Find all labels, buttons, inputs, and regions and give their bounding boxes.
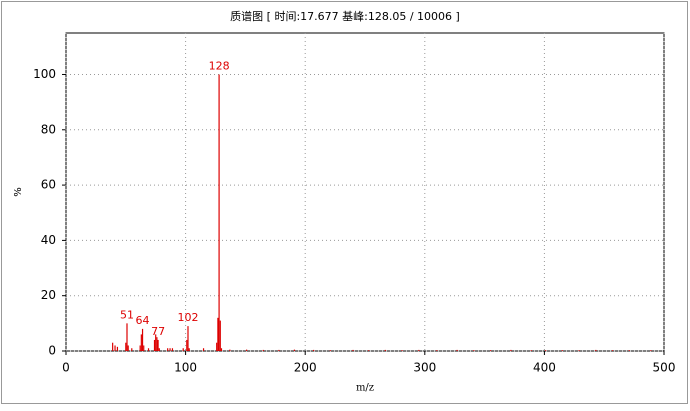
y-tick-label: 0 — [48, 344, 56, 358]
y-tick-label: 40 — [41, 233, 56, 247]
x-tick-label: 200 — [294, 361, 317, 375]
peak-label: 64 — [136, 314, 150, 327]
frame — [1, 1, 688, 404]
peak-label: 77 — [151, 325, 165, 338]
peak-label: 128 — [209, 59, 230, 72]
y-tick-label: 80 — [41, 122, 56, 136]
plot-area — [65, 32, 665, 352]
y-axis-label: % — [13, 187, 24, 197]
y-tick-label: 20 — [41, 288, 56, 302]
x-tick-label: 0 — [62, 361, 70, 375]
x-axis-label: m/z — [356, 383, 374, 394]
y-tick-label: 100 — [33, 67, 56, 81]
y-tick-label: 60 — [41, 178, 56, 192]
x-tick-label: 100 — [174, 361, 197, 375]
peak-label: 51 — [120, 308, 134, 321]
x-tick-label: 400 — [533, 361, 556, 375]
x-tick-label: 300 — [413, 361, 436, 375]
x-tick-label: 500 — [653, 361, 676, 375]
chart-title: 质谱图 [ 时间:17.677 基峰:128.05 / 10006 ] — [230, 9, 460, 23]
peak-label: 102 — [177, 311, 198, 324]
